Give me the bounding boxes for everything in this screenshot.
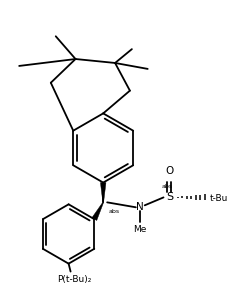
Text: abs: abs <box>108 209 119 214</box>
Polygon shape <box>92 202 104 220</box>
Text: Me: Me <box>133 224 146 234</box>
Text: O: O <box>165 166 174 176</box>
Text: abs: abs <box>162 184 173 189</box>
Polygon shape <box>100 183 106 202</box>
Text: N: N <box>136 202 144 212</box>
Text: t-Bu: t-Bu <box>210 194 228 203</box>
Text: S: S <box>166 193 173 202</box>
Text: P(t-Bu)₂: P(t-Bu)₂ <box>57 275 92 284</box>
